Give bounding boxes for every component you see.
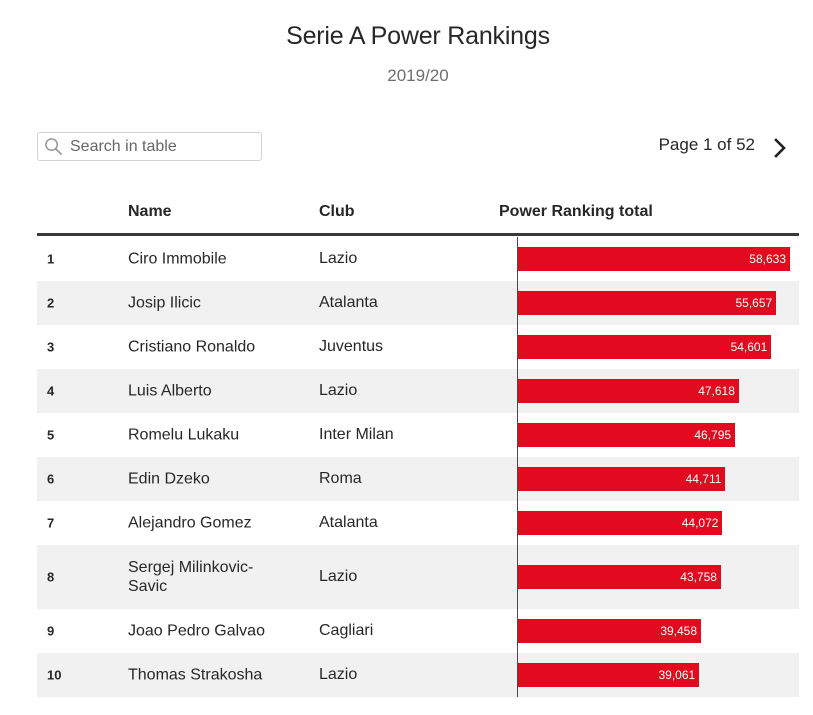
rank-cell: 3 [47,339,55,355]
club-cell: Cagliari [319,622,374,639]
bar-value-label: 43,758 [680,570,717,584]
table-row: 6 Edin Dzeko Roma 44,711 [37,457,799,501]
table-row: 8 Sergej Milinkovic-Savic Lazio 43,758 [37,545,799,609]
rank-cell: 7 [47,515,55,531]
table-row: 4 Luis Alberto Lazio 47,618 [37,369,799,413]
bar-value-label: 47,618 [698,384,735,398]
rank-cell: 1 [47,251,55,267]
player-name-cell: Thomas Strakosha [128,666,263,684]
table-row: 7 Alejandro Gomez Atalanta 44,072 [37,501,799,545]
bar-value-label: 58,633 [749,252,786,266]
club-cell: Lazio [319,382,358,399]
bar-value-label: 55,657 [735,296,773,310]
power-ranking-bar: 39,061 [518,663,700,687]
rank-cell: 6 [47,471,55,487]
rank-cell: 10 [47,667,62,683]
rank-cell: 4 [47,383,55,399]
club-cell: Lazio [319,568,358,585]
player-name-cell: Luis Alberto [128,382,212,400]
power-ranking-bar: 44,711 [518,467,726,491]
pagination-label: Page 1 of 52 [658,135,755,154]
player-name-cell: Joao Pedro Galvao [128,622,265,640]
column-header-name[interactable]: Name [128,203,172,220]
club-cell: Atalanta [319,514,378,531]
club-cell: Inter Milan [319,426,394,443]
club-cell: Roma [319,470,362,487]
table-row: 5 Romelu Lukaku Inter Milan 46,795 [37,413,799,457]
rank-cell: 5 [47,427,55,443]
player-name-cell: Alejandro Gomez [128,514,252,532]
power-ranking-bar: 43,758 [518,565,721,589]
table-row: 2 Josip Ilicic Atalanta 55,657 [37,281,799,325]
player-name-cell: Ciro Immobile [128,250,227,268]
rank-cell: 8 [47,569,55,585]
page-title: Serie A Power Rankings [286,22,550,50]
power-ranking-bar: 44,072 [518,511,723,535]
club-cell: Lazio [319,250,358,267]
column-header-power-ranking-total[interactable]: Power Ranking total [499,203,653,220]
header-divider [37,233,799,236]
bar-value-label: 44,711 [685,472,722,486]
power-ranking-bar: 46,795 [518,423,736,447]
player-name-cell: Cristiano Ronaldo [128,338,256,356]
player-name-cell: Josip Ilicic [128,294,201,312]
player-name-cell: Sergej Milinkovic-Savic [128,559,254,595]
power-ranking-bar: 47,618 [518,379,739,403]
club-cell: Atalanta [319,294,378,311]
player-name-cell: Edin Dzeko [128,470,210,488]
table-row: 1 Ciro Immobile Lazio 58,633 [37,237,799,281]
chevron-right-icon[interactable] [770,137,790,159]
search-box[interactable] [37,132,262,161]
bar-value-label: 44,072 [681,516,719,530]
bar-value-label: 46,795 [694,428,732,442]
rank-cell: 2 [47,295,55,311]
club-cell: Lazio [319,666,358,683]
table-row: 9 Joao Pedro Galvao Cagliari 39,458 [37,609,799,653]
bar-axis-line [517,237,518,697]
player-name-cell: Romelu Lukaku [128,426,240,444]
rank-cell: 9 [47,623,55,639]
column-header-club[interactable]: Club [319,203,355,220]
search-icon [45,138,62,155]
power-ranking-bar: 54,601 [518,335,772,359]
club-cell: Juventus [319,338,384,355]
page-subtitle: 2019/20 [387,66,449,85]
ranking-table-body: 1 Ciro Immobile Lazio 58,633 2 Josip Ilicic At… [37,237,799,697]
table-row: 10 Thomas Strakosha Lazio 39,061 [37,653,799,697]
power-ranking-bar: 55,657 [518,291,777,315]
power-ranking-bar: 58,633 [518,247,790,271]
table-row: 3 Cristiano Ronaldo Juventus 54,601 [37,325,799,369]
bar-value-label: 39,061 [658,668,696,682]
bar-value-label: 54,601 [730,340,768,354]
bar-value-label: 39,458 [660,624,698,638]
search-input[interactable] [70,136,255,157]
power-ranking-bar: 39,458 [518,619,702,643]
